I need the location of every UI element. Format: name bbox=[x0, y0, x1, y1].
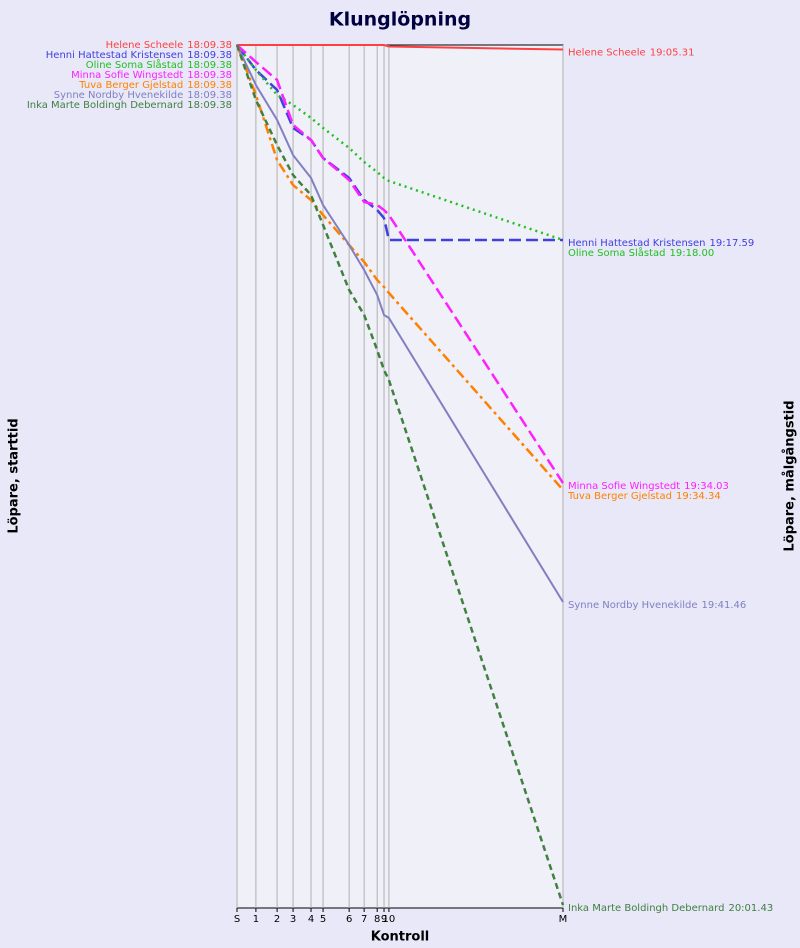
x-tick-label: 4 bbox=[308, 914, 314, 925]
runner-name: Tuva Berger Gjelstad bbox=[78, 80, 183, 91]
runner-time: 19:17.59 bbox=[710, 238, 755, 249]
x-tick-label: 3 bbox=[290, 914, 296, 925]
runner-name: Minna Sofie Wingstedt bbox=[568, 481, 680, 492]
runner-time: 19:18.00 bbox=[669, 248, 714, 259]
runner-time: 20:01.43 bbox=[728, 903, 773, 914]
series-line bbox=[236, 44, 565, 484]
runner-name: Henni Hattestad Kristensen bbox=[568, 238, 706, 249]
start-label: Oline Soma Slåstad 18:09.38 bbox=[86, 58, 232, 71]
series-line bbox=[235, 44, 565, 906]
runner-time: 18:09.38 bbox=[187, 60, 232, 71]
runner-time: 18:09.38 bbox=[187, 80, 232, 91]
runner-name: Inka Marte Boldingh Debernard bbox=[27, 100, 183, 111]
x-tick-label: 8 bbox=[374, 914, 380, 925]
x-tick-label: 1 bbox=[253, 914, 259, 925]
runner-time: 18:09.38 bbox=[187, 70, 232, 81]
runner-name: Henni Hattestad Kristensen bbox=[46, 50, 184, 61]
x-tick-label: 5 bbox=[320, 914, 326, 925]
runner-time: 19:05.31 bbox=[650, 48, 695, 59]
runner-time: 19:41.46 bbox=[702, 600, 747, 611]
x-tick-label: 7 bbox=[361, 914, 367, 925]
runner-time: 19:34.34 bbox=[676, 491, 721, 502]
start-label: Henni Hattestad Kristensen 18:09.38 bbox=[46, 50, 232, 61]
plot-area bbox=[236, 44, 564, 909]
start-label: Synne Nordby Hvenekilde 18:09.38 bbox=[54, 90, 232, 101]
series-line bbox=[235, 44, 564, 491]
start-label: Helene Scheele 18:09.38 bbox=[106, 40, 232, 51]
finish-label: Helene Scheele 19:05.31 bbox=[568, 48, 694, 59]
runner-name: Oline Soma Slåstad bbox=[568, 246, 665, 259]
x-tick-label: 2 bbox=[274, 914, 280, 925]
x-tick-label: 10 bbox=[383, 914, 396, 925]
runner-name: Synne Nordby Hvenekilde bbox=[568, 600, 698, 611]
y-axis-label-left: Löpare, starttid bbox=[7, 418, 22, 533]
runner-time: 19:34.03 bbox=[684, 481, 729, 492]
start-label: Minna Sofie Wingstedt 18:09.38 bbox=[71, 70, 232, 81]
runner-name: Helene Scheele bbox=[106, 40, 184, 51]
finish-label: Synne Nordby Hvenekilde 19:41.46 bbox=[568, 600, 746, 611]
x-tick-label: 6 bbox=[346, 914, 352, 925]
x-axis-label: Kontroll bbox=[371, 930, 430, 945]
runner-name: Inka Marte Boldingh Debernard bbox=[568, 903, 724, 914]
runner-name: Tuva Berger Gjelstad bbox=[567, 491, 672, 502]
runner-time: 18:09.38 bbox=[187, 90, 232, 101]
series-line bbox=[236, 44, 564, 603]
finish-label: Henni Hattestad Kristensen 19:17.59 bbox=[568, 238, 754, 249]
x-tick-label: 9 bbox=[381, 914, 387, 925]
y-axis-label-right: Löpare, målgångstid bbox=[783, 400, 798, 551]
x-tick-label: S bbox=[234, 914, 240, 925]
runner-time: 18:09.38 bbox=[187, 100, 232, 111]
finish-label: Oline Soma Slåstad 19:18.00 bbox=[568, 246, 714, 259]
runner-name: Helene Scheele bbox=[568, 48, 646, 59]
finish-label: Minna Sofie Wingstedt 19:34.03 bbox=[568, 481, 729, 492]
start-label: Inka Marte Boldingh Debernard 18:09.38 bbox=[27, 100, 232, 111]
runner-name: Oline Soma Slåstad bbox=[86, 58, 183, 71]
runner-time: 18:09.38 bbox=[187, 40, 232, 51]
runner-name: Minna Sofie Wingstedt bbox=[71, 70, 183, 81]
runner-time: 18:09.38 bbox=[187, 50, 232, 61]
series-line bbox=[237, 44, 564, 51]
finish-label: Tuva Berger Gjelstad 19:34.34 bbox=[567, 491, 721, 502]
finish-label: Inka Marte Boldingh Debernard 20:01.43 bbox=[568, 903, 773, 914]
chart-title: Klunglöpning bbox=[329, 9, 471, 31]
runner-name: Synne Nordby Hvenekilde bbox=[54, 90, 184, 101]
x-tick-label: M bbox=[559, 914, 568, 925]
start-label: Tuva Berger Gjelstad 18:09.38 bbox=[78, 80, 232, 91]
